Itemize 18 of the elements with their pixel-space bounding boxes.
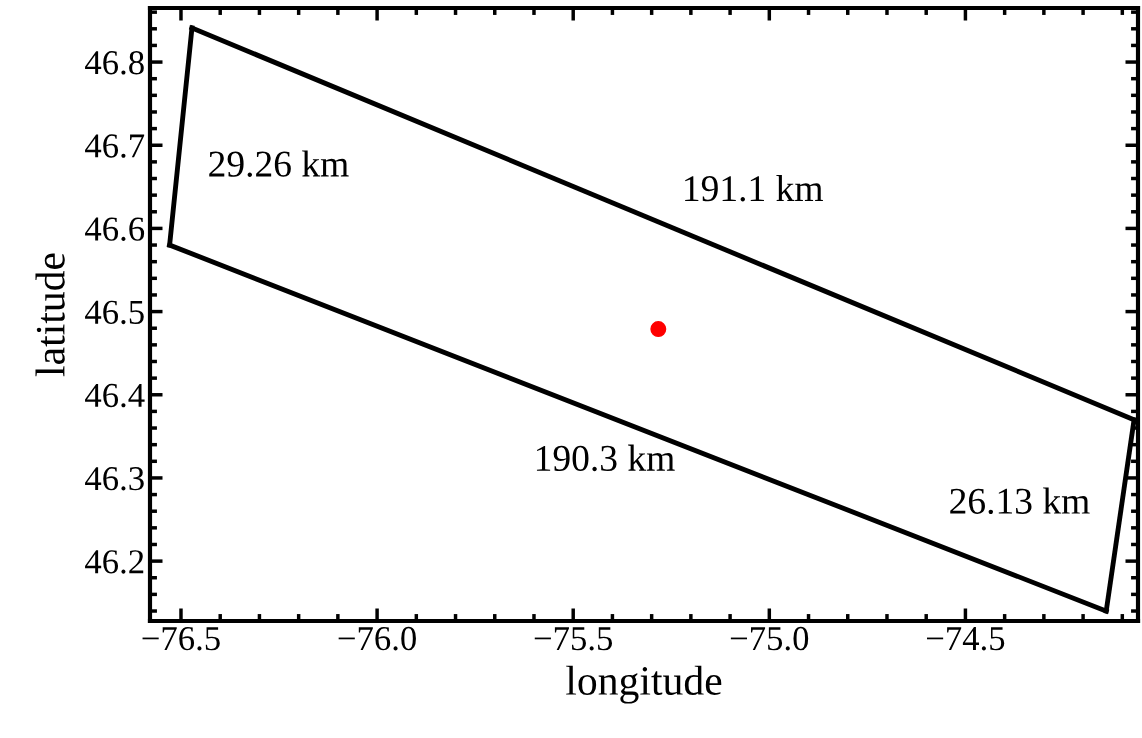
y-tick-label: 46.2: [85, 550, 144, 574]
y-tick-label: 46.3: [85, 466, 144, 491]
x-tick-label: −75.0: [730, 626, 809, 651]
y-tick-label: 46.6: [85, 217, 145, 241]
x-tick-label: −75.5: [534, 627, 613, 651]
annotation: 191.1 km: [685, 174, 823, 202]
x-tick-label: −76.0: [338, 626, 416, 651]
y-tick-label: 46.7: [85, 134, 145, 158]
annotation: 29.26 km: [209, 150, 349, 177]
annotation: 26.13 km: [950, 487, 1090, 515]
annotation: 190.3 km: [536, 444, 675, 472]
x-tick-label: −74.5: [926, 627, 1005, 651]
y-tick-label: 46.8: [85, 51, 144, 75]
y-axis-title: latitude: [35, 253, 65, 377]
y-tick-label: 46.5: [85, 300, 144, 325]
x-axis-title: longitude: [566, 665, 722, 704]
y-tick-label: 46.4: [85, 383, 145, 408]
x-tick-label: −76.5: [142, 626, 220, 651]
